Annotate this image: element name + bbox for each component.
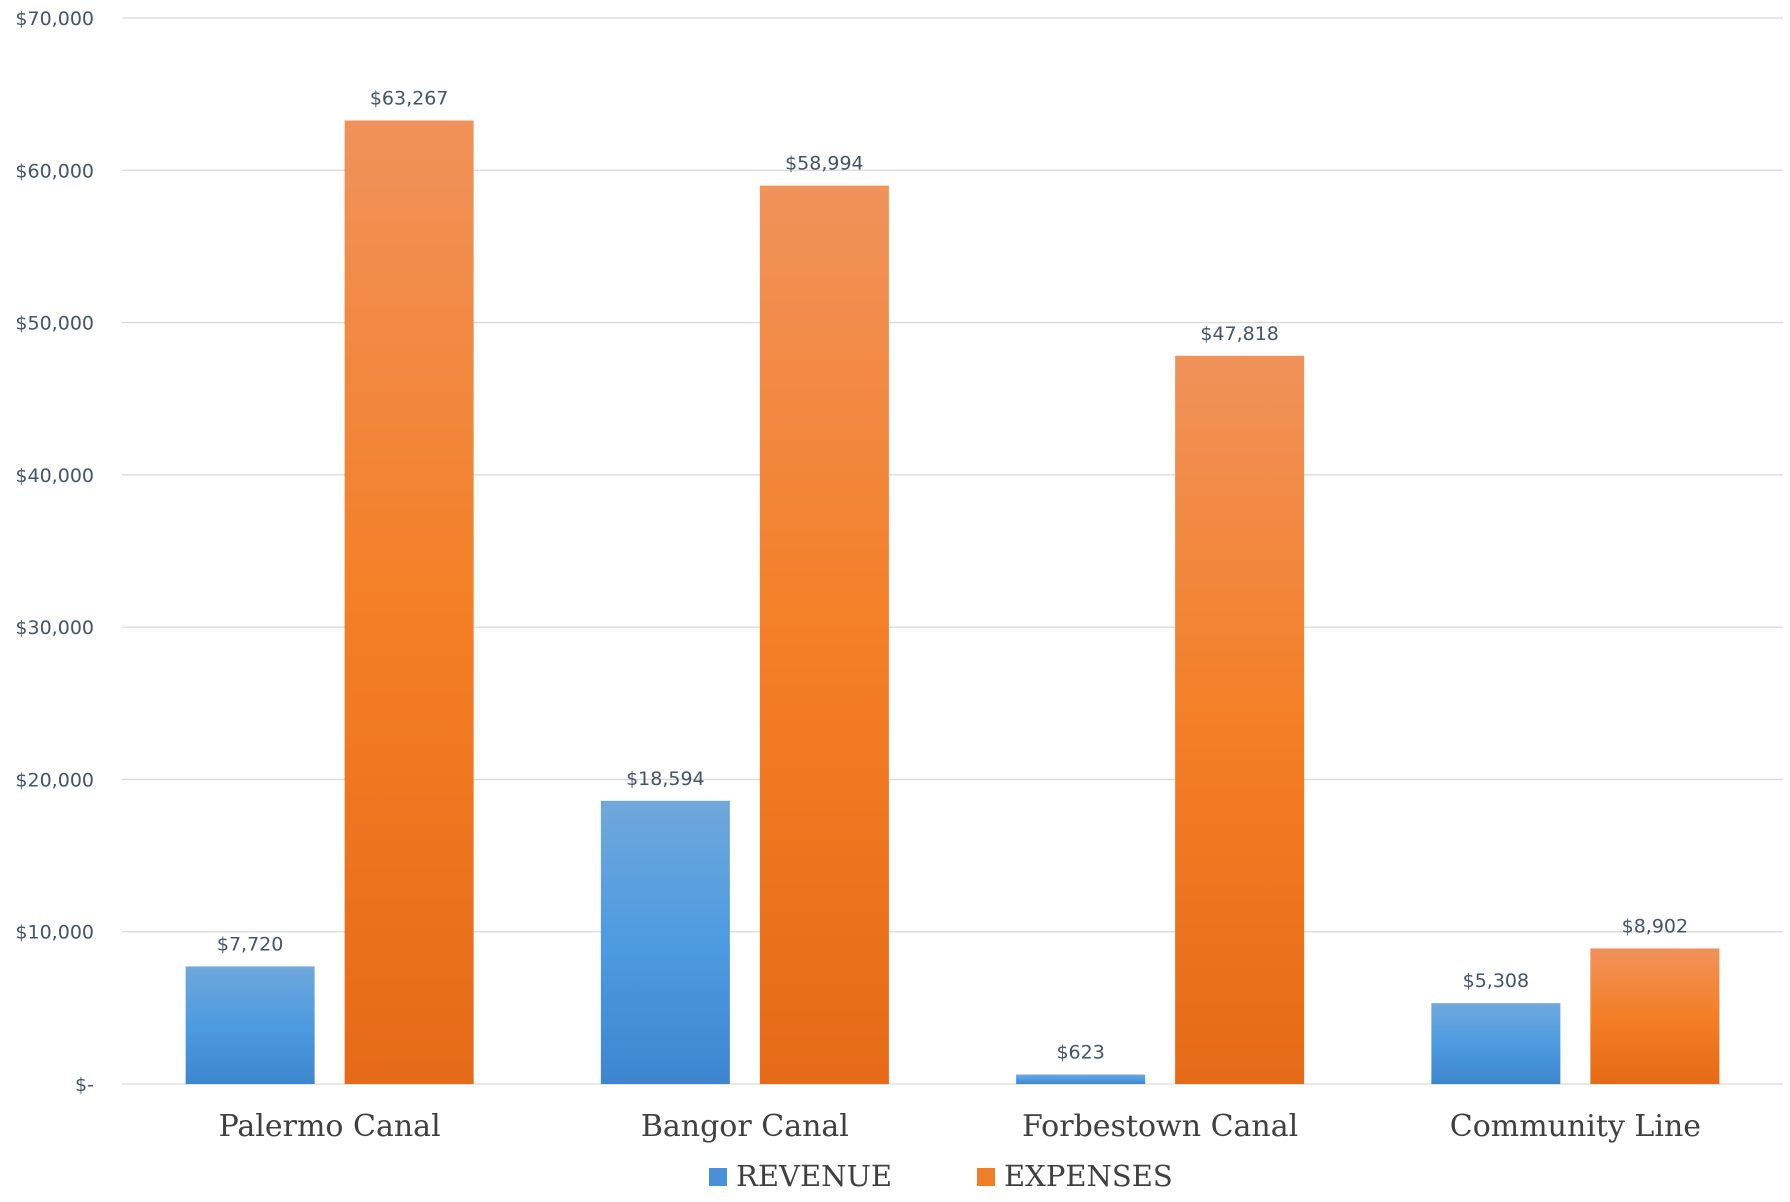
- data-label: $58,994: [785, 153, 864, 175]
- y-axis-ticks: $- $10,000 $20,000 $30,000 $40,000 $50,000 $60…: [15, 8, 94, 1096]
- legend-swatch-expenses: [977, 1168, 995, 1186]
- bar-expenses-2: [1175, 355, 1305, 1084]
- legend-swatch-revenue: [709, 1168, 727, 1186]
- data-label: $7,720: [217, 933, 283, 955]
- data-label: $8,902: [1622, 915, 1688, 937]
- legend-label-expenses: EXPENSES: [1004, 1159, 1173, 1193]
- y-tick-label: $50,000: [15, 313, 94, 335]
- x-tick-label: Community Line: [1450, 1109, 1701, 1144]
- data-label: $623: [1056, 1042, 1104, 1064]
- data-label: $47,818: [1200, 323, 1279, 345]
- legend: REVENUE EXPENSES: [709, 1159, 1173, 1193]
- x-tick-label: Bangor Canal: [641, 1109, 849, 1144]
- legend-label-revenue: REVENUE: [736, 1159, 892, 1193]
- data-label: $18,594: [626, 768, 705, 790]
- bar-revenue-1: [600, 800, 730, 1084]
- y-tick-label: $20,000: [15, 769, 94, 791]
- bar-expenses-0: [344, 120, 474, 1084]
- y-tick-label: $-: [75, 1074, 94, 1096]
- y-tick-label: $40,000: [15, 465, 94, 487]
- bars: [185, 120, 1720, 1084]
- data-label: $63,267: [370, 88, 449, 110]
- data-labels: $7,720 $63,267 $18,594 $58,994 $623 $47,818 $5…: [217, 88, 1688, 1064]
- bar-expenses-1: [759, 185, 889, 1084]
- y-tick-label: $70,000: [15, 8, 94, 30]
- bar-revenue-2: [1016, 1074, 1146, 1084]
- x-tick-label: Forbestown Canal: [1022, 1109, 1298, 1144]
- data-label: $5,308: [1463, 970, 1529, 992]
- x-tick-label: Palermo Canal: [219, 1109, 441, 1144]
- x-axis-ticks: Palermo Canal Bangor Canal Forbestown Cana…: [219, 1109, 1701, 1144]
- bar-revenue-3: [1431, 1003, 1561, 1084]
- y-tick-label: $10,000: [15, 922, 94, 944]
- y-tick-label: $60,000: [15, 160, 94, 182]
- y-tick-label: $30,000: [15, 617, 94, 639]
- bar-expenses-3: [1590, 948, 1720, 1084]
- bar-revenue-0: [185, 966, 315, 1084]
